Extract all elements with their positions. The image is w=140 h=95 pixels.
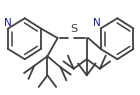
Text: S: S [70,24,77,34]
Text: N: N [4,18,12,28]
Text: N: N [93,18,101,28]
